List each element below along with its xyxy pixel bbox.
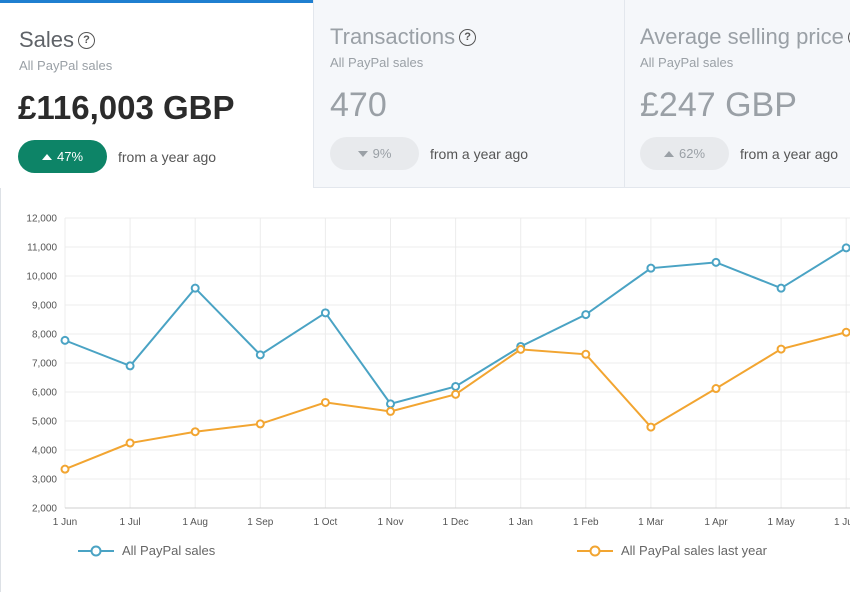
transactions-card[interactable]: Transactions ? All PayPal sales 470 9% f…: [313, 0, 624, 188]
series-1-point: [386, 399, 395, 409]
series-1-point: [125, 361, 135, 371]
series-2-point: [646, 422, 656, 432]
transactions-title-label: Transactions: [330, 24, 456, 49]
average-price-change-value: 62%: [678, 146, 706, 161]
sales-title: Sales ?: [19, 27, 96, 53]
series-1-point: [711, 257, 721, 267]
series-1-point: [646, 263, 656, 273]
y-tick-label: 12,000: [26, 214, 57, 225]
average-price-value: £247 GBP: [640, 86, 797, 124]
sales-card[interactable]: Sales ? All PayPal sales £116,003 GBP 47…: [0, 0, 313, 188]
series-2-point: [255, 419, 265, 429]
y-tick-label: 5,000: [32, 417, 57, 428]
x-tick-label: 1 Feb: [573, 517, 599, 528]
series-2-point: [60, 464, 70, 474]
x-tick-label: 1 Jun: [834, 517, 850, 528]
legend-line-marker: [78, 545, 114, 556]
y-tick-label: 7,000: [32, 359, 57, 370]
panel-border: [0, 188, 1, 592]
transactions-title: Transactions ?: [330, 24, 477, 50]
x-tick-label: 1 Nov: [377, 517, 403, 528]
average-price-title-label: Average selling price: [640, 24, 844, 49]
series-2-point: [125, 438, 135, 448]
sales-change-value: 47%: [56, 149, 84, 164]
transactions-change-value: 9%: [372, 146, 392, 161]
average-price-title: Average selling price ?: [640, 24, 850, 50]
x-tick-label: 1 Dec: [443, 517, 469, 528]
arrow-up-icon: [663, 150, 674, 157]
sales-change-badge: 47%: [18, 140, 107, 173]
series-2-point: [581, 349, 591, 359]
transactions-comparison: from a year ago: [430, 146, 529, 162]
x-tick-label: 1 Jun: [53, 517, 77, 528]
series-1-point: [60, 335, 70, 345]
sales-subtitle: All PayPal sales: [19, 58, 113, 73]
series-2-point: [190, 427, 200, 437]
x-tick-label: 1 Oct: [313, 517, 337, 528]
legend-line-marker: [577, 545, 613, 556]
y-tick-label: 8,000: [32, 330, 57, 341]
series-2-point: [386, 406, 395, 416]
y-tick-label: 4,000: [32, 446, 57, 457]
transactions-change-badge: 9%: [330, 137, 419, 170]
series-1-point: [776, 283, 786, 293]
series-1-point: [320, 308, 330, 318]
transactions-value: 470: [330, 86, 387, 124]
y-tick-label: 10,000: [26, 272, 57, 283]
arrow-down-icon: [357, 150, 368, 157]
average-price-change-badge: 62%: [640, 137, 729, 170]
x-tick-label: 1 Jan: [508, 517, 532, 528]
series-2-point: [516, 344, 526, 354]
average-price-card[interactable]: Average selling price ? All PayPal sales…: [624, 0, 850, 188]
legend-item-series2[interactable]: All PayPal sales last year: [577, 543, 767, 558]
legend-item-series1[interactable]: All PayPal sales: [78, 543, 215, 558]
average-price-comparison: from a year ago: [740, 146, 839, 162]
series-2-point: [841, 327, 850, 337]
average-price-subtitle: All PayPal sales: [640, 55, 734, 70]
x-tick-label: 1 May: [767, 517, 794, 528]
sales-title-label: Sales: [19, 27, 75, 52]
help-icon[interactable]: ?: [78, 31, 96, 49]
legend-label-series1: All PayPal sales: [122, 543, 216, 558]
y-tick-label: 6,000: [32, 388, 57, 399]
sales-comparison: from a year ago: [118, 149, 217, 165]
series-1-point: [451, 381, 461, 391]
series-2-point: [711, 384, 721, 394]
x-tick-label: 1 Mar: [638, 517, 664, 528]
legend-label-series2: All PayPal sales last year: [621, 543, 767, 558]
y-tick-label: 2,000: [32, 504, 57, 515]
series-2-point: [776, 344, 786, 354]
series-1-point: [255, 350, 265, 360]
x-tick-label: 1 Sep: [247, 517, 274, 528]
series-1-point: [581, 310, 591, 320]
y-tick-label: 11,000: [27, 243, 57, 254]
y-tick-label: 9,000: [32, 301, 57, 312]
summary-cards: Sales ? All PayPal sales £116,003 GBP 47…: [0, 0, 850, 188]
sales-line-chart: 2,000 3,000 4,000 5,000 6,000 7,000 8,000 9,000…: [26, 214, 850, 528]
y-tick-label: 3,000: [32, 475, 57, 486]
x-tick-label: 1 Aug: [182, 517, 208, 528]
series-2-point: [320, 397, 330, 407]
help-icon[interactable]: ?: [459, 28, 477, 46]
series-1-point: [190, 283, 200, 293]
arrow-up-icon: [41, 153, 52, 160]
x-tick-label: 1 Apr: [704, 517, 728, 528]
series-2-point: [451, 389, 461, 399]
transactions-subtitle: All PayPal sales: [330, 55, 424, 70]
series-1-point: [841, 243, 850, 253]
sales-value: £116,003 GBP: [18, 89, 235, 126]
x-tick-label: 1 Jul: [120, 517, 141, 528]
